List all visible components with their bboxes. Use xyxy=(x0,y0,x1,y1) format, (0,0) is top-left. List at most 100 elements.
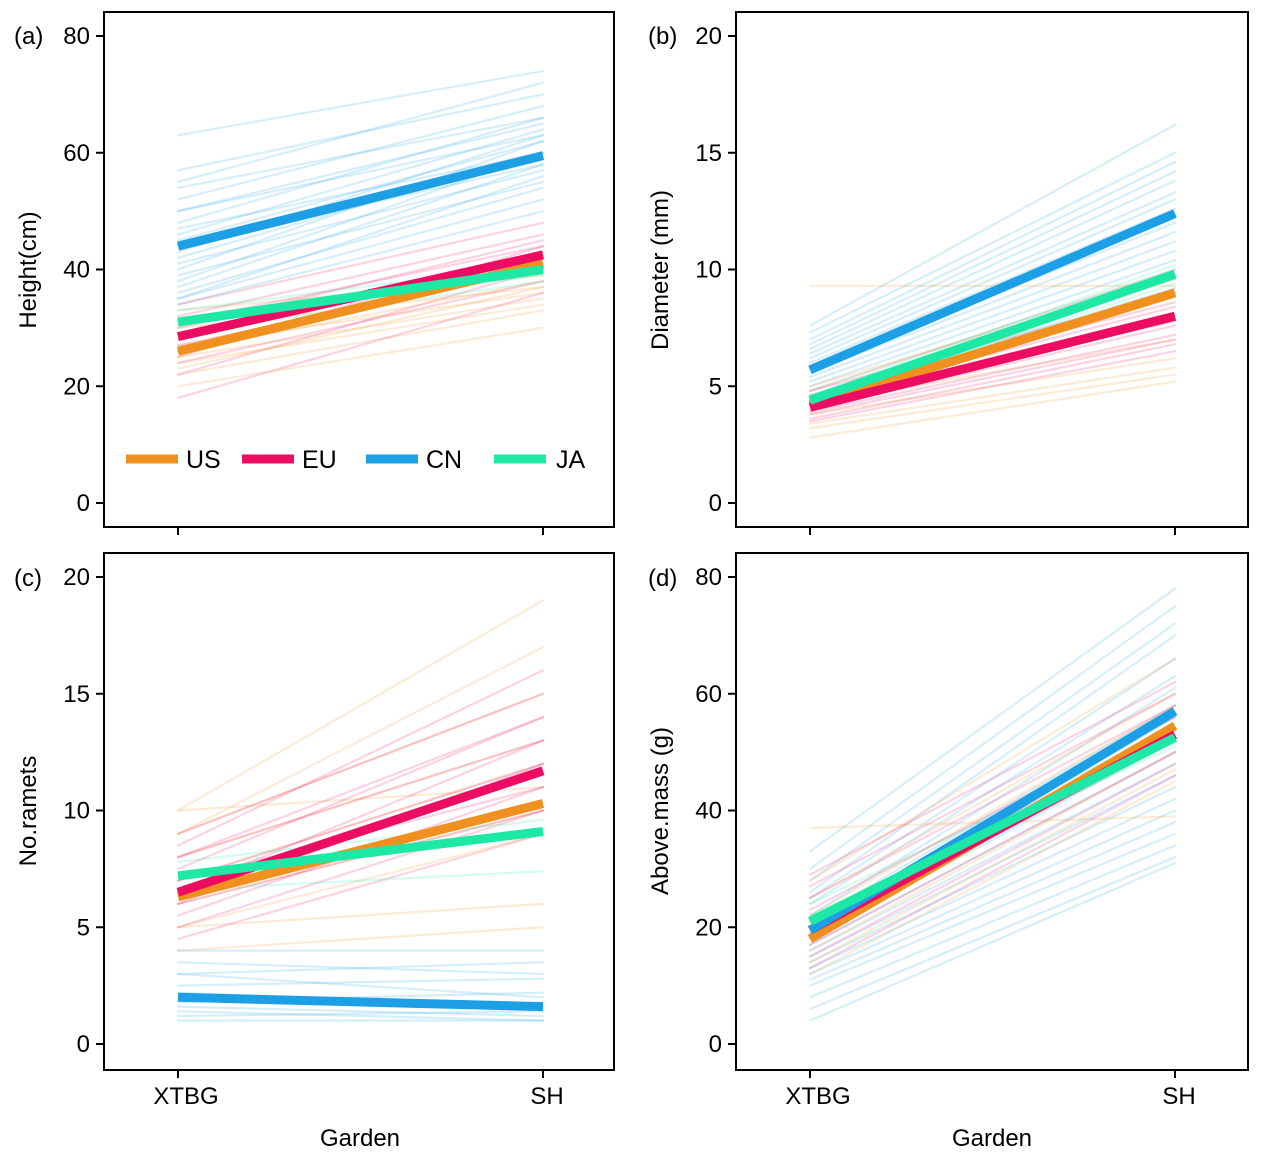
y-tick-label: 15 xyxy=(695,140,722,167)
individual-line-eu xyxy=(808,343,1177,421)
panel-c-xlabel: Garden xyxy=(320,1125,400,1152)
y-tick-label: 20 xyxy=(695,23,722,50)
panel-a: (a) Height(cm) 0 20 40 60 80 US EU CN JA xyxy=(14,11,615,535)
plot-frame xyxy=(735,11,1249,528)
individual-line-us xyxy=(176,762,545,882)
series-line-ja xyxy=(177,827,544,881)
individual-line-cn xyxy=(176,116,545,189)
individual-line-cn xyxy=(176,210,545,306)
individual-line-eu xyxy=(808,680,1177,876)
panel-d-plot: 0 20 40 60 80 XTBG SH xyxy=(695,552,1249,1110)
panel-b-plot: 0 5 10 15 20 xyxy=(695,11,1249,535)
individual-line-us xyxy=(176,832,545,929)
individual-line-cn xyxy=(176,104,545,201)
individual-line-cn xyxy=(176,198,545,300)
individual-line-cn xyxy=(808,762,1177,952)
series-line-ja xyxy=(807,733,1178,926)
series-line-eu xyxy=(808,311,1177,412)
series-line-us xyxy=(808,288,1177,410)
individual-line-cn xyxy=(808,160,1177,341)
x-tick-label-xtbg: XTBG xyxy=(153,1083,218,1110)
y-tick-label: 10 xyxy=(695,257,722,284)
x-tick-label-sh: SH xyxy=(530,1083,563,1110)
individual-line-eu xyxy=(176,268,545,376)
x-tick-label-sh: SH xyxy=(1162,1083,1195,1110)
individual-line-cn xyxy=(176,81,545,184)
individual-line-cn xyxy=(808,231,1177,374)
individual-line-us xyxy=(176,309,545,376)
series-line-cn xyxy=(808,209,1177,375)
panel-b-label: (b) xyxy=(648,23,677,50)
legend-eu-label: EU xyxy=(302,446,337,474)
series-line-ja xyxy=(808,269,1177,405)
individual-line-us xyxy=(808,373,1177,430)
individual-line-cn xyxy=(176,972,545,999)
individual-line-cn xyxy=(808,686,1177,917)
y-tick-label: 80 xyxy=(695,564,722,591)
individual-line-cn xyxy=(176,1010,545,1018)
individual-line-cn xyxy=(808,832,1177,987)
individual-line-cn xyxy=(808,774,1177,958)
legend-cn-label: CN xyxy=(426,446,462,474)
individual-line-eu xyxy=(176,233,545,318)
y-tick-label: 60 xyxy=(63,140,90,167)
panel-c-label: (c) xyxy=(14,565,42,592)
individual-line-cn xyxy=(808,268,1177,393)
individual-line-eu xyxy=(808,751,1177,946)
individual-line-us xyxy=(808,704,1177,917)
y-tick-label: 0 xyxy=(709,490,722,517)
individual-line-cn xyxy=(808,198,1177,360)
panel-c-ylabel: No.ramets xyxy=(15,756,42,867)
individual-line-cn xyxy=(176,169,545,265)
individual-line-eu xyxy=(808,350,1177,423)
y-tick-label: 5 xyxy=(77,914,90,941)
individual-line-cn xyxy=(176,180,545,277)
individual-line-cn xyxy=(176,69,545,137)
panel-d-label: (d) xyxy=(648,565,677,592)
individual-line-us xyxy=(176,739,545,859)
series-line-cn xyxy=(176,151,545,251)
individual-line-ja xyxy=(176,818,545,863)
individual-line-us xyxy=(808,268,1177,393)
individual-line-cn xyxy=(808,170,1177,346)
panel-a-plot: 0 20 40 60 80 xyxy=(63,11,615,535)
individual-line-cn xyxy=(176,93,545,172)
individual-line-us xyxy=(808,780,1177,976)
individual-line-cn xyxy=(176,961,545,976)
individual-line-cn xyxy=(808,587,1177,853)
individual-line-us xyxy=(808,366,1177,425)
individual-line-us xyxy=(176,902,545,929)
individual-line-cn xyxy=(176,961,545,976)
panel-a-ylabel: Height(cm) xyxy=(15,211,42,328)
y-tick-label: 0 xyxy=(709,1031,722,1058)
individual-line-eu xyxy=(176,280,545,364)
individual-line-us xyxy=(176,926,545,952)
individual-line-cn xyxy=(808,675,1177,906)
individual-line-cn xyxy=(808,809,1177,976)
individual-line-cn xyxy=(808,797,1177,970)
series-line-ja xyxy=(177,265,544,327)
individual-line-us xyxy=(176,645,545,835)
individual-line-us xyxy=(808,692,1177,900)
individual-line-ja xyxy=(176,870,545,891)
individual-line-eu xyxy=(176,832,545,941)
legend-us-label: US xyxy=(186,446,221,474)
individual-line-us xyxy=(176,303,545,364)
panel-c: (c) No.ramets 0 5 10 15 20 XTBG SH Garden xyxy=(14,552,615,1152)
individual-line-cn xyxy=(176,139,545,242)
individual-line-cn xyxy=(176,134,545,213)
individual-line-cn xyxy=(808,657,1177,900)
individual-line-cn xyxy=(808,151,1177,334)
individual-line-cn xyxy=(808,605,1177,870)
individual-line-cn xyxy=(808,249,1177,383)
individual-line-us xyxy=(808,357,1177,416)
y-tick-label: 40 xyxy=(63,257,90,284)
y-tick-label: 10 xyxy=(63,798,90,825)
individual-line-cn xyxy=(176,128,545,236)
individual-line-cn xyxy=(808,191,1177,355)
individual-line-eu xyxy=(808,333,1177,414)
individual-line-cn xyxy=(176,151,545,230)
individual-line-eu xyxy=(176,692,545,835)
individual-line-eu xyxy=(176,739,545,859)
